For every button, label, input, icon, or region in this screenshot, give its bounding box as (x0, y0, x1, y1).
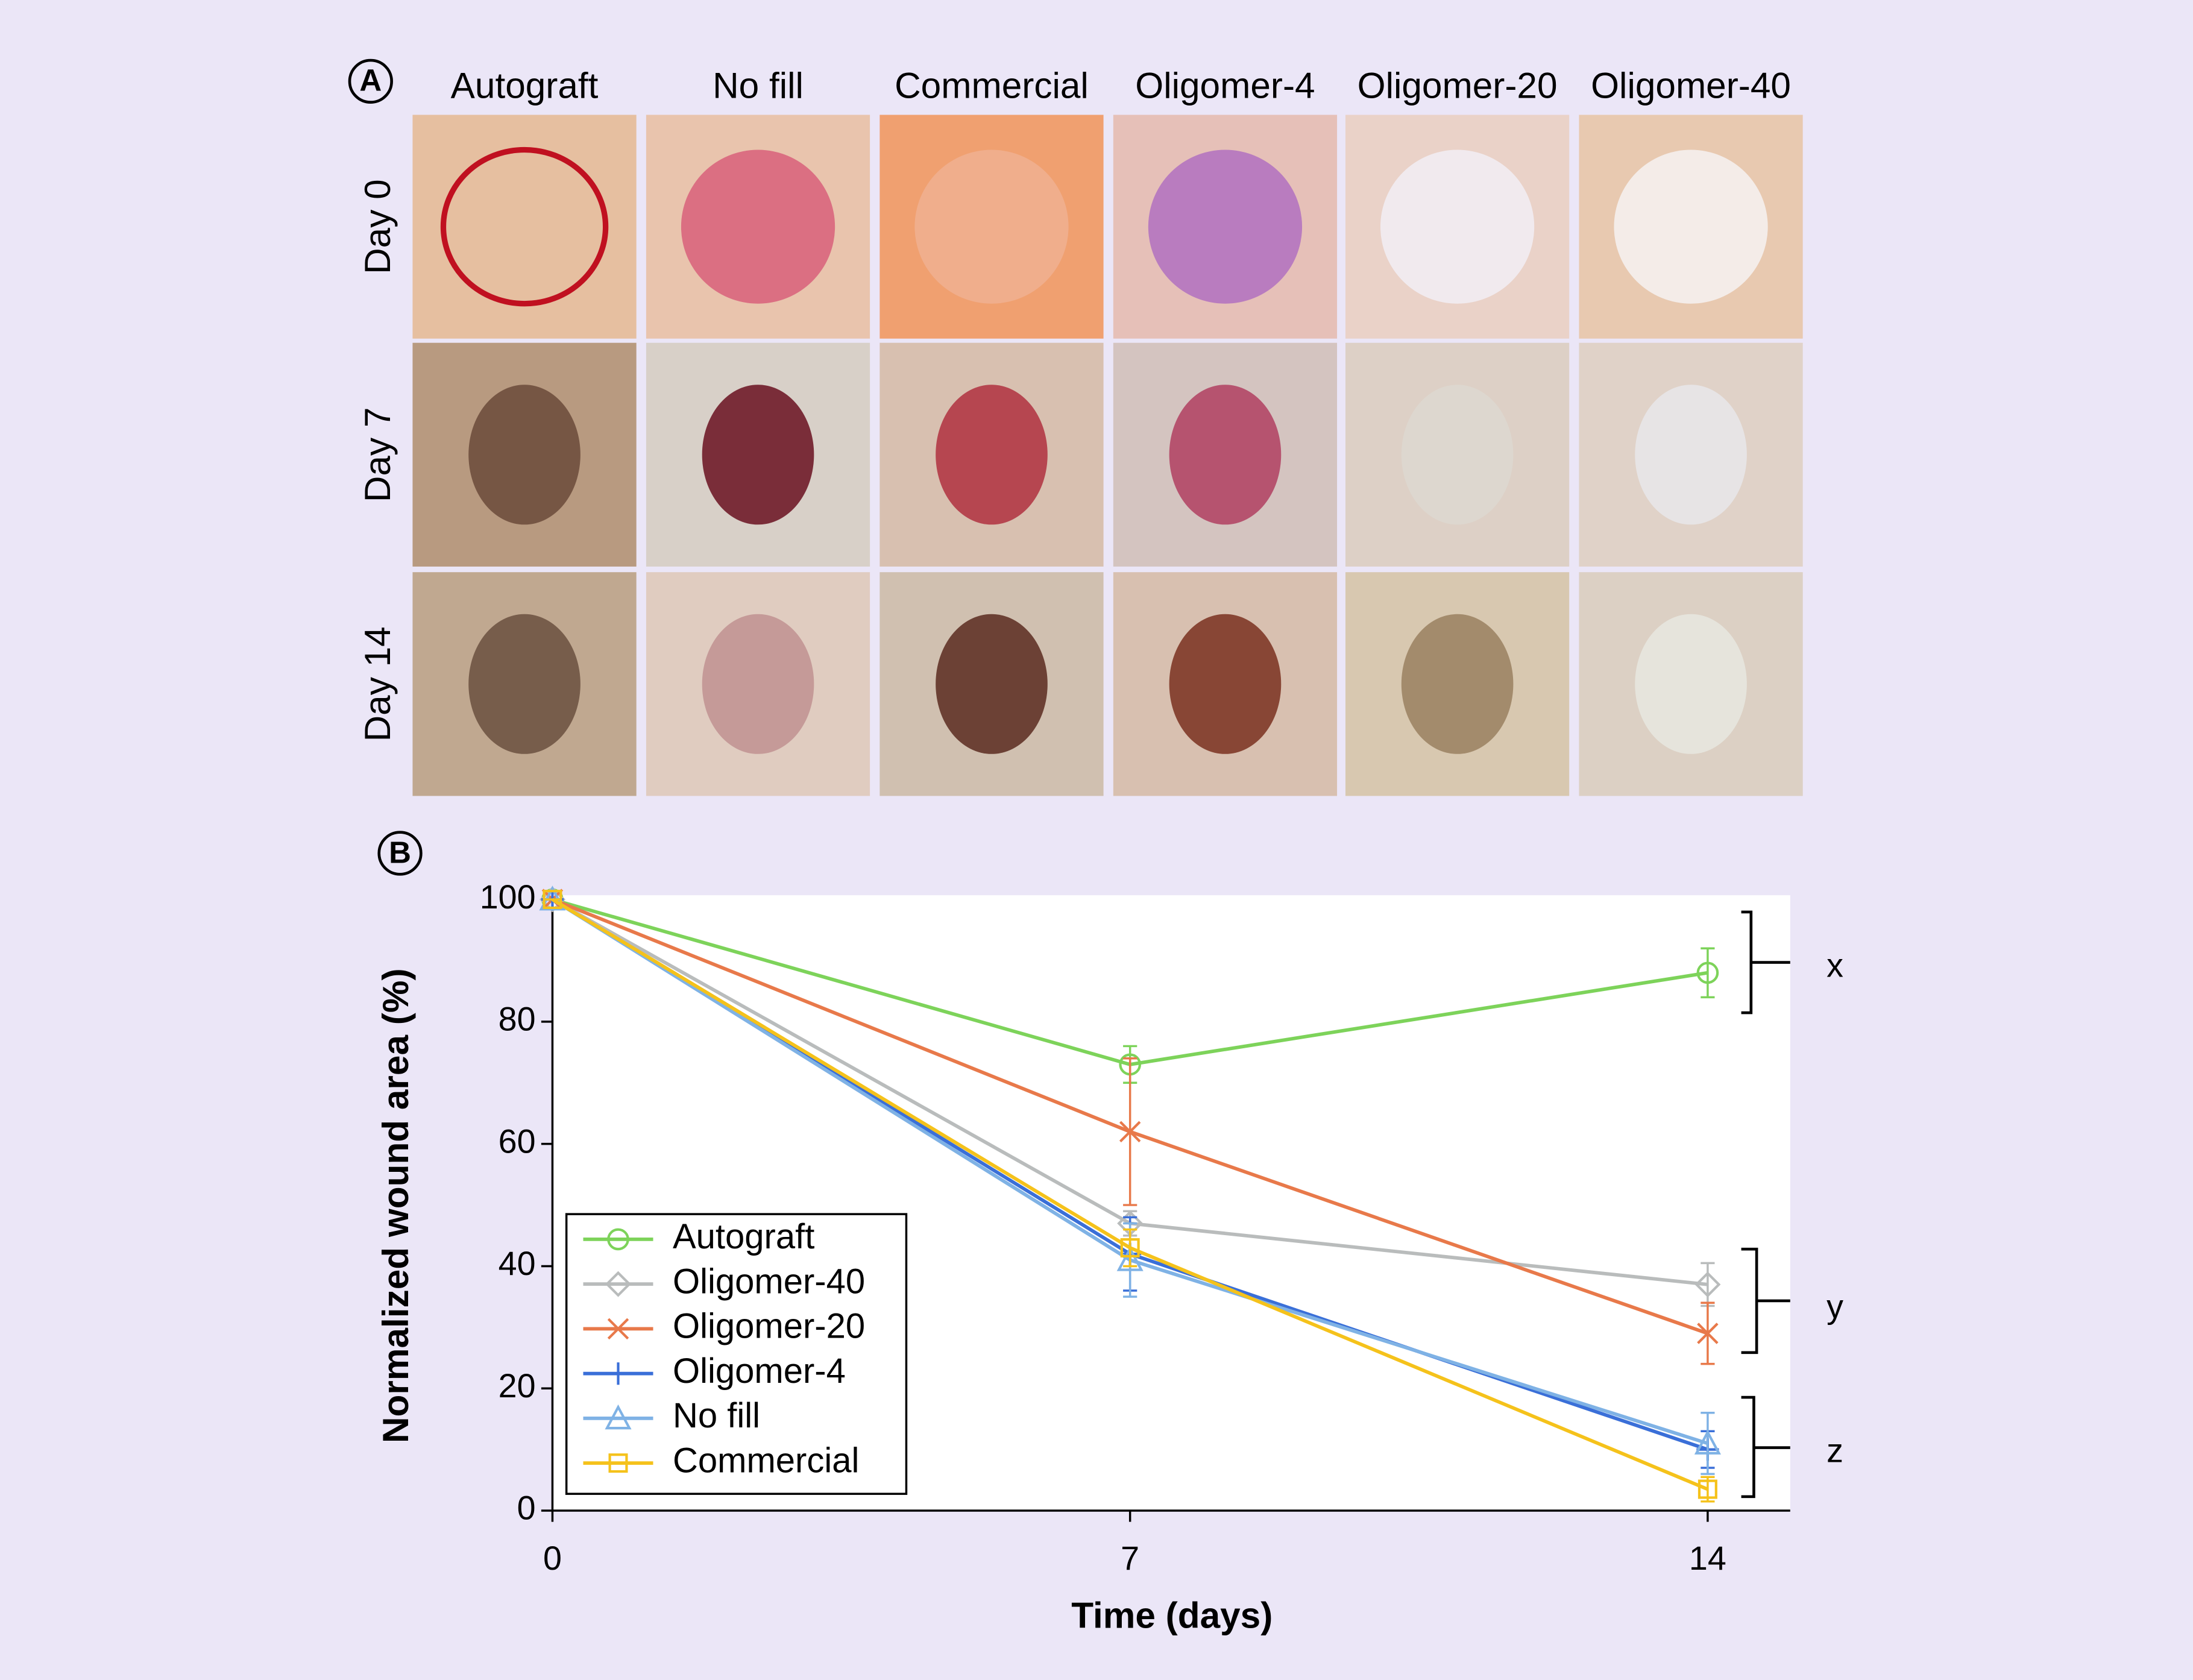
photo-wound (936, 614, 1048, 754)
error-bar (1123, 1228, 1137, 1268)
legend-box (565, 1213, 908, 1495)
annotation: y (1826, 1288, 1843, 1326)
photo-wound (702, 385, 814, 525)
marker (1119, 1121, 1141, 1143)
y-tick-label: 0 (517, 1490, 536, 1527)
bracket (1741, 910, 1790, 1015)
x-axis-label: Time (days) (1071, 1595, 1273, 1636)
photo-wound (1169, 385, 1282, 525)
x-tick-label: 0 (543, 1540, 562, 1577)
photo-wound (1635, 614, 1747, 754)
column-label: Autograft (451, 64, 599, 105)
legend-label: No fill (673, 1396, 760, 1435)
y-tick-label: 20 (499, 1367, 536, 1405)
marker (1697, 1323, 1719, 1344)
annotation: x (1826, 946, 1843, 984)
error-bar (1701, 1412, 1715, 1475)
error-bar (1701, 947, 1715, 999)
photo-wound (1148, 149, 1303, 304)
x-tick-label: 14 (1689, 1540, 1726, 1577)
annotation: z (1826, 1432, 1843, 1470)
bracket (1741, 1247, 1790, 1354)
y-tick-label: 80 (499, 1001, 536, 1038)
panel-label-ring (348, 58, 393, 104)
legend-marker (607, 1318, 629, 1340)
marker (1696, 961, 1719, 984)
photo-wound (1380, 149, 1535, 304)
y-axis-label: Normalized wound area (%) (375, 968, 416, 1443)
photo-wound (468, 385, 580, 525)
photo-wound (914, 149, 1069, 304)
column-label: Oligomer-4 (1135, 64, 1315, 105)
marker (1116, 1246, 1144, 1271)
photo-wound (1614, 149, 1768, 304)
legend-marker (605, 1404, 632, 1430)
legend-marker (608, 1453, 628, 1473)
photo-wound (1401, 385, 1514, 525)
legend-label: Oligomer-20 (673, 1307, 865, 1346)
photo-wound (1169, 614, 1282, 754)
column-label: Commercial (895, 64, 1089, 105)
photo-wound (440, 146, 609, 307)
panel-label: A (359, 63, 382, 98)
y-tick-label: 60 (499, 1122, 536, 1160)
panel-label-ring (377, 831, 423, 876)
legend-label: Oligomer-4 (673, 1351, 846, 1391)
y-tick-label: 40 (499, 1245, 536, 1282)
bracket (1741, 1395, 1790, 1499)
photo-wound (1635, 385, 1747, 525)
y-tick-label: 100 (480, 878, 536, 916)
photo-wound (1401, 614, 1514, 754)
photo-wound (702, 614, 814, 754)
marker (1694, 1271, 1721, 1298)
legend-marker (606, 1362, 630, 1385)
column-label: No fill (713, 64, 804, 105)
legend-marker (607, 1228, 629, 1251)
column-label: Oligomer-40 (1591, 64, 1791, 105)
marker (543, 890, 562, 910)
x-tick-label: 7 (1121, 1540, 1139, 1577)
photo-wound (468, 614, 580, 754)
marker (1694, 1429, 1721, 1455)
panel-label: B (389, 835, 411, 869)
legend-marker (605, 1271, 632, 1297)
marker (1697, 1479, 1717, 1499)
marker (1120, 1238, 1140, 1258)
photo-wound (936, 385, 1048, 525)
row-label: Day 14 (357, 626, 398, 741)
column-label: Oligomer-20 (1358, 64, 1558, 105)
legend-label: Autograft (673, 1217, 814, 1256)
row-label: Day 7 (357, 407, 398, 503)
legend-label: Commercial (673, 1441, 859, 1480)
photo-wound (681, 149, 835, 304)
legend-label: Oligomer-40 (673, 1262, 865, 1301)
row-label: Day 0 (357, 179, 398, 274)
